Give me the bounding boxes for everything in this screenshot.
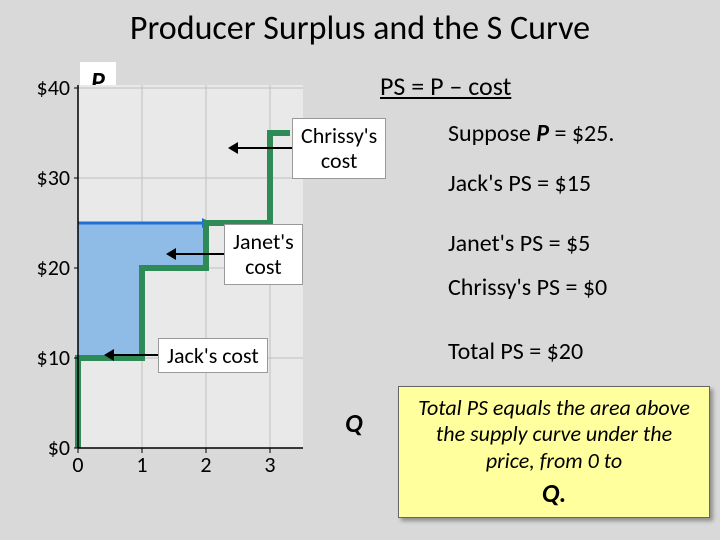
svg-text:2: 2 bbox=[200, 451, 211, 478]
chrissy-ps-text: Chrissy's PS = $0 bbox=[448, 272, 607, 304]
svg-text:$10: $10 bbox=[37, 344, 70, 371]
chrissy-arrow-head bbox=[228, 142, 238, 154]
janet-cost-box: Janet's cost bbox=[224, 224, 303, 285]
jack-arrow bbox=[112, 354, 158, 356]
janet-arrow bbox=[174, 253, 224, 255]
svg-text:0: 0 bbox=[72, 451, 83, 478]
jack-ps-text: Jack's PS = $15 bbox=[448, 168, 591, 200]
svg-text:$40: $40 bbox=[37, 74, 70, 101]
page-title: Producer Surplus and the S Curve bbox=[0, 8, 720, 49]
jack-arrow-head bbox=[104, 349, 114, 361]
svg-text:$30: $30 bbox=[37, 164, 70, 191]
total-ps-text: Total PS = $20 bbox=[448, 336, 583, 368]
jack-cost-box: Jack's cost bbox=[158, 338, 268, 373]
svg-text:1: 1 bbox=[136, 451, 147, 478]
svg-text:$0: $0 bbox=[48, 434, 70, 461]
callout-q: Q. bbox=[409, 478, 699, 509]
svg-text:$20: $20 bbox=[37, 254, 70, 281]
ps-formula: PS = P – cost bbox=[380, 70, 511, 102]
svg-text:3: 3 bbox=[264, 451, 275, 478]
janet-arrow-head bbox=[166, 248, 176, 260]
janet-ps-text: Janet's PS = $5 bbox=[448, 228, 590, 260]
suppose-text: Suppose P = $25. bbox=[448, 118, 614, 150]
chrissy-cost-box: Chrissy's cost bbox=[292, 118, 386, 179]
chrissy-arrow bbox=[236, 147, 292, 149]
total-ps-callout: Total PS equals the area above the suppl… bbox=[398, 386, 710, 518]
q-axis-label: Q bbox=[345, 407, 363, 439]
callout-text: Total PS equals the area above the suppl… bbox=[409, 395, 699, 474]
